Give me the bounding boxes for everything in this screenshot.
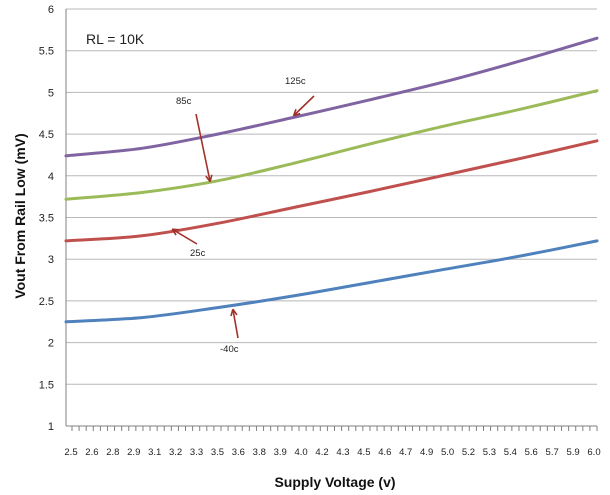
annotation-label-40c: -40c bbox=[220, 344, 239, 355]
x-tick-label: 3.6 bbox=[232, 447, 245, 458]
y-tick-label: 6 bbox=[48, 4, 54, 16]
x-tick-label: 2.6 bbox=[85, 447, 98, 458]
annotation-arrow-85c bbox=[195, 113, 211, 182]
y-tick-labels: 1 1.5 2 2.5 3 3.5 4 4.5 5 5.5 6 bbox=[39, 4, 54, 433]
x-tick-label: 3.2 bbox=[169, 447, 182, 458]
annotation-arrowhead-85c bbox=[205, 174, 213, 183]
x-tick-label: 5.9 bbox=[566, 447, 579, 458]
series-line-25c bbox=[64, 139, 599, 243]
y-tick-label: 1.5 bbox=[39, 379, 54, 391]
y-tick-label: 1 bbox=[48, 421, 54, 433]
x-tick-label: 5.0 bbox=[441, 447, 454, 458]
y-tick-label: 2.5 bbox=[39, 296, 54, 308]
x-tick-label: 2.5 bbox=[64, 447, 77, 458]
annotation-arrowhead-25c bbox=[171, 228, 180, 236]
y-tick-label: 3 bbox=[48, 254, 54, 266]
series-line-40c bbox=[64, 239, 599, 324]
x-tick-label: 5.2 bbox=[462, 447, 475, 458]
annotation-arrowhead-125c bbox=[292, 108, 301, 117]
series-line-125c bbox=[64, 36, 599, 158]
x-tick-label: 2.9 bbox=[127, 447, 140, 458]
annotations: 125c 85c 25c -40c bbox=[171, 76, 315, 355]
x-tick-label: 4.9 bbox=[420, 447, 433, 458]
annotation-arrowhead-40c bbox=[230, 308, 238, 317]
x-tick-label: 3.9 bbox=[274, 447, 287, 458]
annotation-arrow-125c bbox=[293, 95, 315, 117]
x-tick-label: 3.5 bbox=[211, 447, 224, 458]
annotation-label-85c: 85c bbox=[176, 96, 192, 107]
x-axis-title: Supply Voltage (v) bbox=[274, 474, 395, 490]
x-tick-label: 2.8 bbox=[106, 447, 119, 458]
annotation-label-125c: 125c bbox=[285, 76, 306, 87]
gridlines bbox=[66, 8, 597, 427]
x-tick-label: 4.6 bbox=[378, 447, 391, 458]
y-tick-label: 2 bbox=[48, 338, 54, 350]
y-tick-label: 3.5 bbox=[39, 213, 54, 225]
x-tick-label: 5.3 bbox=[483, 447, 496, 458]
x-tick-label: 4.7 bbox=[399, 447, 412, 458]
axes bbox=[65, 9, 597, 427]
x-tick-label: 4.2 bbox=[315, 447, 328, 458]
x-tick-label: 5.6 bbox=[525, 447, 538, 458]
x-tick-label: 3.8 bbox=[253, 447, 266, 458]
y-tick-label: 4 bbox=[48, 171, 54, 183]
chart-note: RL = 10K bbox=[86, 31, 145, 47]
x-tick-label: 5.4 bbox=[504, 447, 517, 458]
x-tick-label: 3.1 bbox=[148, 447, 161, 458]
annotation-label-25c: 25c bbox=[190, 248, 206, 259]
y-tick-label: 5 bbox=[48, 87, 54, 99]
x-tick-label: 6.0 bbox=[587, 447, 600, 458]
annotation-arrow-40c bbox=[232, 309, 239, 339]
series-lines bbox=[64, 36, 599, 324]
annotation-arrow-25c bbox=[171, 228, 198, 245]
y-axis-title: Vout From Rail Low (mV) bbox=[12, 133, 28, 298]
x-tick-labels: 2.5 2.6 2.8 2.9 3.1 3.2 3.3 3.5 3.6 3.8 3.9 4.0 4.2 4… bbox=[64, 426, 601, 458]
x-tick-label: 3.3 bbox=[190, 447, 203, 458]
y-tick-label: 4.5 bbox=[39, 129, 54, 141]
y-tick-label: 5.5 bbox=[39, 46, 54, 58]
x-tick-label: 4.3 bbox=[336, 447, 349, 458]
x-tick-label: 5.7 bbox=[546, 447, 559, 458]
x-tick-label: 4.5 bbox=[357, 447, 370, 458]
series-line-85c bbox=[64, 89, 599, 201]
x-tick-label: 4.0 bbox=[295, 447, 308, 458]
